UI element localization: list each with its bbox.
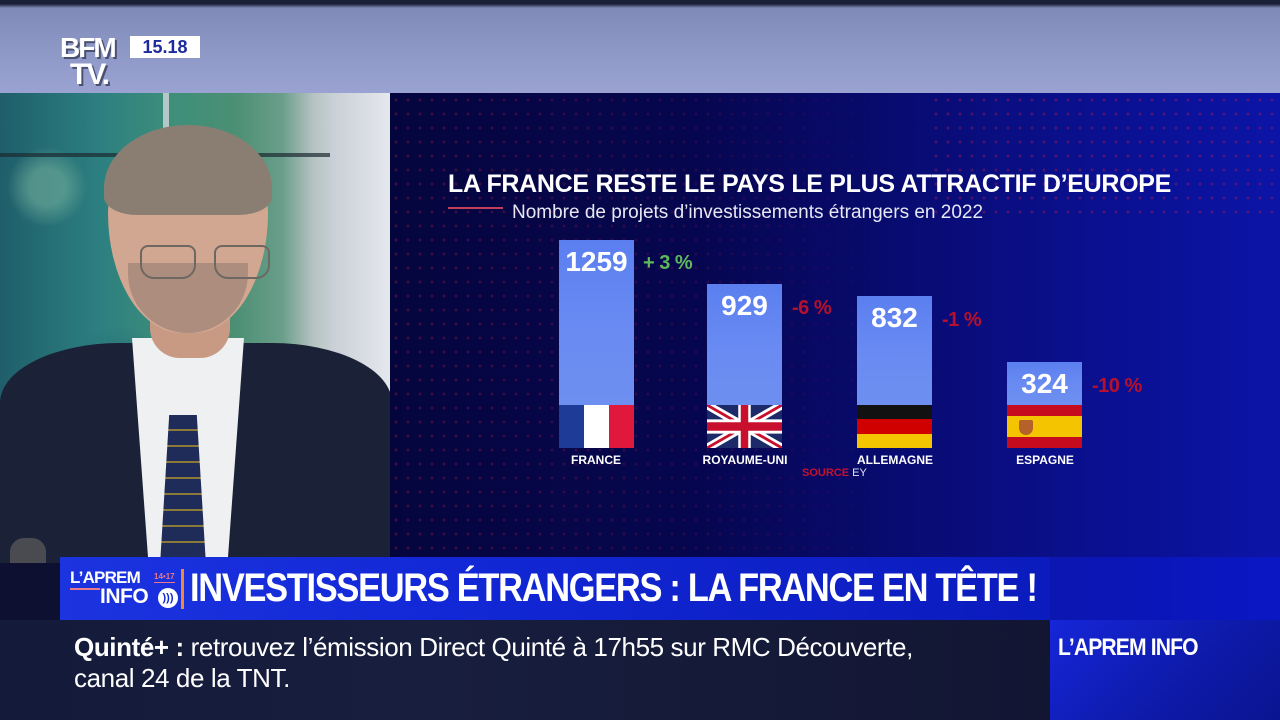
- presenter-glasses: [140, 245, 280, 281]
- change-label: -6 %: [792, 297, 832, 319]
- show-logo-top: L’APREM: [70, 568, 141, 587]
- uk-flag-icon: [707, 405, 782, 448]
- show-logo-bottom: INFO: [100, 585, 149, 608]
- channel-logo-line2: TV.: [70, 58, 110, 91]
- chart-subtitle: Nombre de projets d’investissements étra…: [512, 202, 984, 223]
- channel-logo-line1: BFM: [60, 32, 117, 63]
- headline-divider: [181, 569, 184, 609]
- source-label: SOURCE: [802, 467, 850, 479]
- channel-logo: BFM TV.: [60, 34, 126, 92]
- headline-banner: L’APREM 14•17 INFO ))) INVESTISSEURS ÉTR…: [60, 557, 1050, 620]
- presenter-hair: [104, 125, 272, 215]
- ticker-lead: Quinté+ :: [74, 632, 184, 662]
- country-label: FRANCE: [571, 453, 621, 467]
- show-hours: 14•17: [154, 572, 175, 583]
- program-tag-label: L’APREM INFO: [1058, 634, 1199, 661]
- presenter: [0, 93, 392, 563]
- change-label: -10 %: [1092, 375, 1142, 397]
- chart-title: LA FRANCE RESTE LE PAYS LE PLUS ATTRACTI…: [448, 170, 1172, 198]
- chart-panel: LA FRANCE RESTE LE PAYS LE PLUS ATTRACTI…: [390, 93, 1280, 563]
- country-label: ESPAGNE: [1016, 453, 1074, 467]
- source-credit: SOURCE EY: [802, 467, 867, 479]
- decorative-dot-pattern: [930, 93, 1280, 223]
- spain-flag-icon: [1007, 405, 1082, 448]
- show-logo: L’APREM 14•17 INFO ))): [70, 569, 180, 613]
- program-tag: L’APREM INFO: [1050, 620, 1280, 720]
- title-accent-line: [448, 207, 503, 209]
- decorative-dot-pattern: [390, 93, 1280, 563]
- france-flag-icon: [559, 405, 634, 448]
- bar-royaume-uni: 929: [707, 284, 782, 405]
- bar-value: 929: [721, 290, 768, 321]
- bar-allemagne: 832: [857, 296, 932, 405]
- studio-background-top: [0, 0, 1280, 95]
- change-label: -1 %: [942, 309, 982, 331]
- show-logo-underline: [70, 588, 100, 590]
- source-value: EY: [852, 467, 867, 479]
- ticker-body: retrouvez l’émission Direct Quinté à 17h…: [74, 632, 913, 693]
- headline-text: INVESTISSEURS ÉTRANGERS : LA FRANCE EN T…: [190, 566, 1038, 610]
- studio-camera-feed: [0, 93, 392, 563]
- bar-espagne: 324: [1007, 362, 1082, 405]
- bar-value: 1259: [565, 246, 628, 277]
- microphone-icon: [10, 538, 46, 563]
- country-label: ALLEMAGNE: [857, 453, 933, 467]
- bar-france: 1259: [559, 240, 634, 405]
- bar-value: 832: [871, 302, 918, 333]
- bar-value: 324: [1021, 368, 1068, 399]
- banner-background: [1050, 557, 1280, 620]
- germany-flag-icon: [857, 405, 932, 448]
- country-label: ROYAUME-UNI: [702, 453, 788, 467]
- news-ticker: Quinté+ : retrouvez l’émission Direct Qu…: [0, 620, 1050, 720]
- change-label: + 3 %: [643, 252, 693, 274]
- clock: 15.18: [130, 36, 200, 58]
- coat-of-arms-icon: [1019, 419, 1033, 435]
- sound-waves-icon: ))): [158, 588, 178, 608]
- ticker-text: Quinté+ : retrouvez l’émission Direct Qu…: [74, 632, 974, 694]
